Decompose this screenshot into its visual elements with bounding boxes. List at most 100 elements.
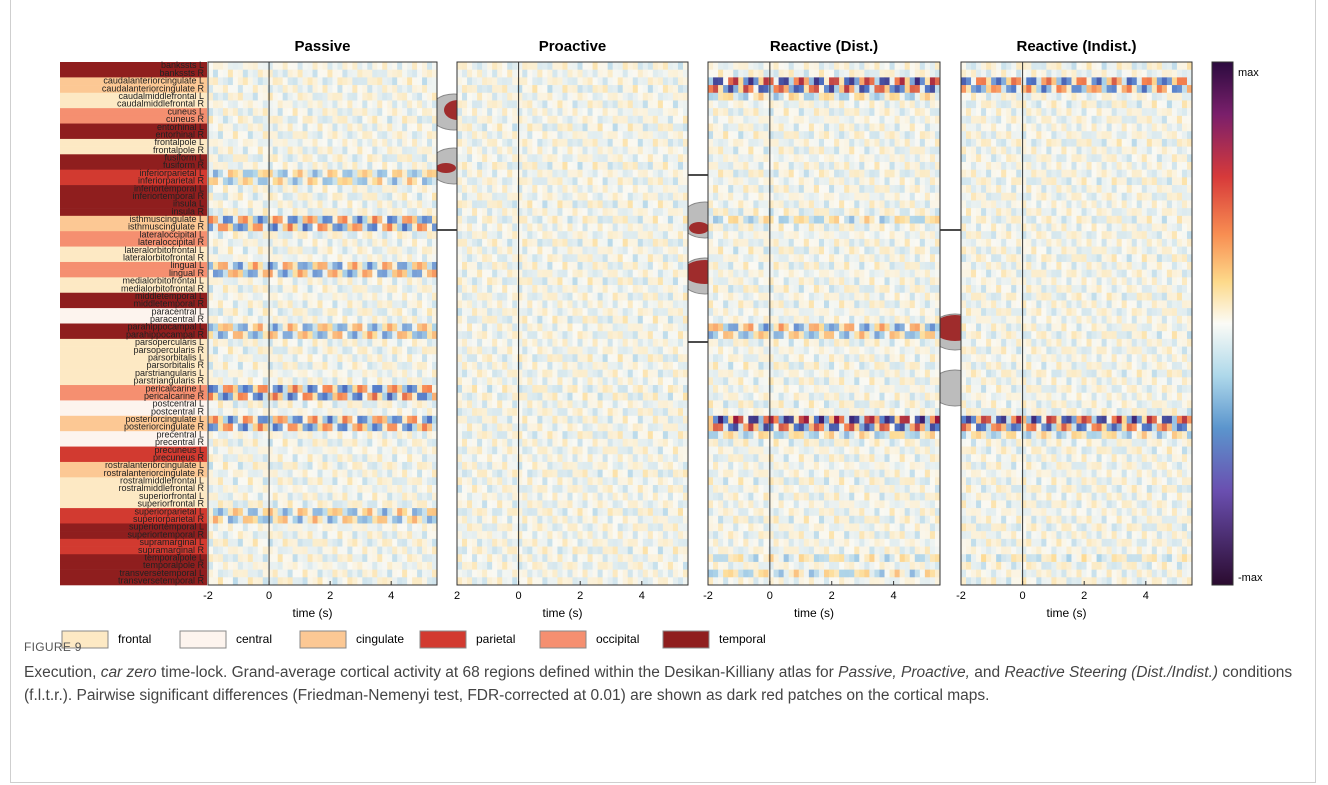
heatmap-cell — [673, 100, 678, 108]
heatmap-cell — [213, 354, 218, 362]
heatmap-cell — [208, 177, 213, 185]
heatmap-cell — [342, 462, 347, 470]
heatmap-cell — [618, 170, 623, 178]
heatmap-cell — [278, 100, 283, 108]
heatmap-cell — [298, 500, 303, 508]
heatmap-cell — [567, 293, 572, 301]
heatmap-cell — [427, 377, 432, 385]
heatmap-cell — [567, 139, 572, 147]
heatmap-cell — [588, 254, 593, 262]
heatmap-cell — [362, 100, 367, 108]
heatmap-cell — [527, 262, 532, 270]
heatmap-cell — [342, 516, 347, 524]
heatmap-cell — [502, 216, 507, 224]
heatmap-cell — [668, 316, 673, 324]
heatmap-cell — [633, 200, 638, 208]
heatmap-cell — [367, 324, 372, 332]
heatmap-cell — [417, 239, 422, 247]
heatmap-cell — [412, 239, 417, 247]
heatmap-cell — [293, 362, 298, 370]
heatmap-cell — [243, 477, 248, 485]
heatmap-cell — [397, 208, 402, 216]
heatmap-cell — [308, 500, 313, 508]
heatmap-cell — [633, 247, 638, 255]
heatmap-cell — [527, 124, 532, 132]
heatmap-cell — [402, 231, 407, 239]
heatmap-cell — [258, 224, 263, 232]
heatmap-cell — [412, 523, 417, 531]
heatmap-cell — [527, 170, 532, 178]
heatmap-cell — [258, 293, 263, 301]
heatmap-cell — [288, 385, 293, 393]
heatmap-cell — [573, 100, 578, 108]
heatmap-cell — [248, 224, 253, 232]
heatmap-cell — [362, 154, 367, 162]
heatmap-cell — [323, 416, 328, 424]
heatmap-cell — [283, 62, 288, 70]
heatmap-cell — [527, 224, 532, 232]
heatmap-cell — [347, 523, 352, 531]
heatmap-cell — [397, 416, 402, 424]
heatmap-cell — [517, 100, 522, 108]
heatmap-cell — [673, 316, 678, 324]
heatmap-cell — [598, 239, 603, 247]
heatmap-cell — [517, 277, 522, 285]
heatmap-cell — [323, 131, 328, 139]
heatmap-cell — [268, 108, 273, 116]
heatmap-cell — [462, 100, 467, 108]
heatmap-cell — [678, 162, 683, 170]
heatmap-cell — [337, 454, 342, 462]
heatmap-cell — [492, 316, 497, 324]
heatmap-cell — [517, 208, 522, 216]
heatmap-cell — [673, 208, 678, 216]
heatmap-cell — [308, 154, 313, 162]
heatmap-cell — [238, 239, 243, 247]
heatmap-cell — [573, 108, 578, 116]
heatmap-cell — [417, 447, 422, 455]
heatmap-cell — [648, 131, 653, 139]
heatmap-cell — [598, 254, 603, 262]
heatmap-cell — [347, 254, 352, 262]
heatmap-cell — [263, 247, 268, 255]
heatmap-cell — [598, 100, 603, 108]
heatmap-cell — [352, 393, 357, 401]
heatmap-cell — [228, 462, 233, 470]
heatmap-cell — [337, 531, 342, 539]
heatmap-cell — [273, 516, 278, 524]
heatmap-cell — [552, 185, 557, 193]
heatmap-cell — [648, 200, 653, 208]
heatmap-cell — [243, 85, 248, 93]
heatmap-cell — [377, 324, 382, 332]
heatmap-cell — [283, 285, 288, 293]
heatmap-cell — [288, 454, 293, 462]
heatmap-cell — [482, 224, 487, 232]
heatmap-cell — [618, 247, 623, 255]
heatmap-cell — [407, 462, 412, 470]
heatmap-cell — [412, 154, 417, 162]
heatmap-cell — [308, 262, 313, 270]
heatmap-cell — [583, 262, 588, 270]
heatmap-cell — [628, 108, 633, 116]
heatmap-cell — [668, 77, 673, 85]
heatmap-cell — [372, 377, 377, 385]
heatmap-cell — [542, 62, 547, 70]
heatmap-cell — [507, 216, 512, 224]
heatmap-cell — [278, 339, 283, 347]
heatmap-cell — [623, 100, 628, 108]
heatmap-cell — [482, 162, 487, 170]
heatmap-cell — [593, 270, 598, 278]
heatmap-cell — [552, 154, 557, 162]
heatmap-cell — [658, 308, 663, 316]
heatmap-cell — [417, 316, 422, 324]
heatmap-cell — [327, 216, 332, 224]
heatmap-cell — [323, 385, 328, 393]
heatmap-cell — [487, 193, 492, 201]
heatmap-cell — [347, 277, 352, 285]
heatmap-cell — [367, 362, 372, 370]
heatmap-cell — [258, 262, 263, 270]
heatmap-cell — [648, 185, 653, 193]
heatmap-cell — [668, 85, 673, 93]
heatmap-cell — [263, 547, 268, 555]
heatmap-cell — [527, 185, 532, 193]
heatmap-cell — [567, 93, 572, 101]
